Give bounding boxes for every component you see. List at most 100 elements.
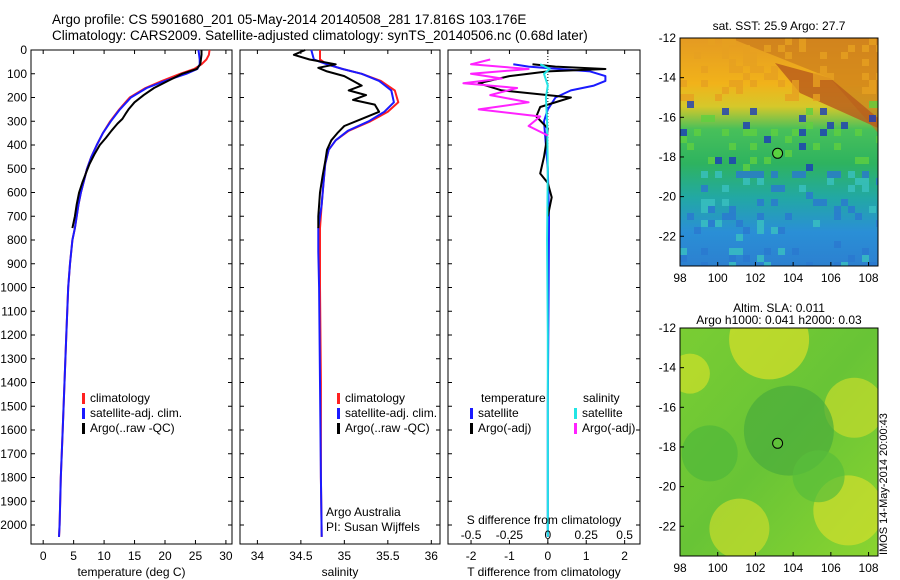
sla_map-y-tick-label: -14: [659, 361, 677, 375]
sst-pixel: [743, 129, 750, 136]
sst-pixel: [799, 143, 806, 150]
temperature-legend-swatch: [82, 423, 85, 434]
temperature-x-tick-label: 20: [158, 549, 172, 563]
sst-pixel: [729, 66, 736, 73]
sst-pixel: [708, 115, 715, 122]
difference-s-tick-label: 0.25: [575, 528, 599, 542]
sst-pixel: [827, 171, 834, 178]
sst-pixel: [750, 143, 757, 150]
sst-pixel: [722, 185, 729, 192]
depth-tick-label: 1900: [0, 494, 27, 508]
sst-pixel: [729, 59, 736, 66]
sst-pixel: [806, 262, 813, 266]
sst-pixel: [855, 213, 862, 220]
sst-pixel: [876, 178, 878, 185]
sst-pixel: [736, 220, 743, 227]
difference-salinity-argo-adj-line: [462, 58, 549, 137]
sst-pixel: [806, 122, 813, 129]
sst-pixel: [862, 87, 869, 94]
depth-tick-label: 1500: [0, 399, 27, 413]
sst-pixel: [834, 129, 841, 136]
sst-pixel: [806, 108, 813, 115]
sst-pixel: [743, 164, 750, 171]
sst-pixel: [757, 178, 764, 185]
sst-pixel: [715, 157, 722, 164]
sst_map-x-tick-label: 102: [745, 271, 765, 285]
sst-pixel: [701, 185, 708, 192]
sst-pixel: [757, 213, 764, 220]
sst-pixel: [813, 94, 820, 101]
sst-pixel: [792, 129, 799, 136]
sst_map-x-tick-label: 104: [783, 271, 803, 285]
sst-pixel: [750, 66, 757, 73]
sst-pixel: [862, 248, 869, 255]
salinity-legend-swatch: [337, 408, 340, 419]
sst-pixel: [743, 255, 750, 262]
temperature-x-tick-label: 15: [128, 549, 142, 563]
sst-pixel: [876, 101, 878, 108]
sst-pixel: [876, 136, 878, 143]
sst-pixel: [743, 178, 750, 185]
sst-pixel: [862, 178, 869, 185]
sst-pixel: [729, 157, 736, 164]
sst-pixel: [848, 206, 855, 213]
salinity-x-tick-label: 34: [251, 549, 265, 563]
sst-pixel: [771, 129, 778, 136]
sst_map-y-tick-label: -20: [659, 190, 677, 204]
temperature-x-tick-label: 30: [219, 549, 233, 563]
sst-pixel: [722, 199, 729, 206]
sst-pixel: [736, 66, 743, 73]
sst-pixel: [813, 220, 820, 227]
sst-pixel: [736, 171, 743, 178]
sst-pixel: [743, 73, 750, 80]
sst-pixel: [701, 66, 708, 73]
sst-pixel: [694, 227, 701, 234]
sst-pixel: [848, 255, 855, 262]
sla_map-x-tick-label: 104: [783, 561, 803, 575]
salinity-x-tick-label: 35.5: [376, 549, 400, 563]
temperature-plot-frame: [30, 49, 233, 545]
depth-tick-label: 1200: [0, 328, 27, 342]
sla_map-x-tick-label: 102: [745, 561, 765, 575]
difference-top-axis-label: S difference from climatology: [467, 513, 622, 527]
sst_map-x-tick-label: 106: [821, 271, 841, 285]
sst-pixel: [813, 199, 820, 206]
sst-pixel: [876, 45, 878, 52]
sst-pixel: [792, 171, 799, 178]
sst-pixel: [771, 66, 778, 73]
salinity-legend-swatch: [337, 423, 340, 434]
sst-pixel: [687, 94, 694, 101]
depth-tick-label: 700: [7, 209, 27, 223]
sla-anomaly-blob: [709, 498, 770, 556]
sst-pixel: [841, 52, 848, 59]
depth-tick-label: 300: [7, 114, 27, 128]
sst-pixel: [764, 248, 771, 255]
difference-legend-label: Argo(-adj): [582, 421, 635, 435]
sst-pixel: [778, 185, 785, 192]
difference-legend-header-temperature: temperature: [481, 391, 546, 405]
salinity-annotation: PI: Susan Wijffels: [326, 520, 420, 534]
sst-pixel: [827, 178, 834, 185]
sst-pixel: [743, 122, 750, 129]
sst-pixel: [729, 80, 736, 87]
sst-pixel: [820, 73, 827, 80]
sst-pixel: [876, 220, 878, 227]
sst-pixel: [701, 206, 708, 213]
depth-tick-label: 1100: [1, 304, 27, 318]
depth-tick-label: 1400: [0, 376, 27, 390]
sst-pixel: [729, 262, 736, 266]
sst-pixel: [722, 38, 729, 45]
depth-tick-label: 1800: [0, 471, 27, 485]
sst_map-y-tick-label: -12: [659, 31, 677, 45]
sst-pixel: [743, 59, 750, 66]
sst-pixel: [827, 73, 834, 80]
sst-pixel: [708, 157, 715, 164]
sst-pixel: [848, 171, 855, 178]
sst-pixel: [813, 80, 820, 87]
sst-pixel: [862, 185, 869, 192]
sst-pixel: [764, 262, 771, 266]
sla_map-x-tick-label: 98: [673, 561, 687, 575]
sla_map-title: Altim. SLA: 0.011: [733, 301, 825, 315]
sst-pixel: [869, 38, 876, 45]
sst-pixel: [771, 73, 778, 80]
